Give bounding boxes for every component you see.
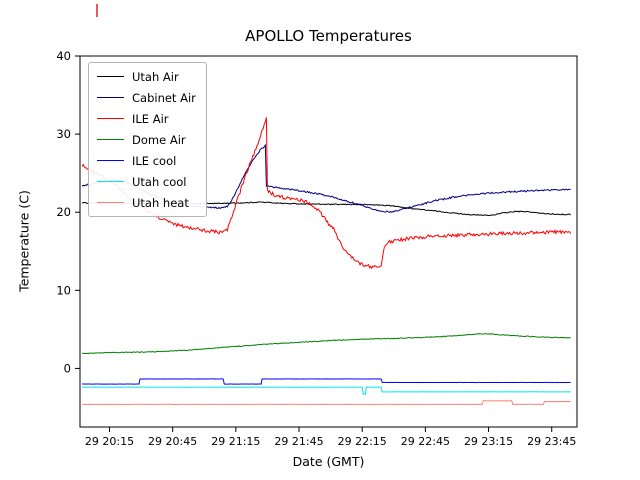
- x-tick-label: 29 21:45: [274, 435, 323, 448]
- legend-item-dome-air: Dome Air: [97, 131, 196, 148]
- x-tick-label: 29 23:15: [464, 435, 513, 448]
- legend-line-sample: [97, 202, 124, 203]
- legend-item-ile-air: ILE Air: [97, 110, 196, 127]
- series-utah-cool-line: [82, 386, 571, 395]
- legend-line-sample: [97, 97, 124, 98]
- legend-label: Dome Air: [132, 132, 186, 147]
- x-tick-label: 29 21:15: [211, 435, 260, 448]
- y-axis-label: Temperature (C): [16, 190, 32, 292]
- legend-label: Utah Air: [132, 69, 179, 84]
- series-ile-air-line: [81, 117, 572, 270]
- x-tick-label: 29 22:15: [338, 435, 387, 448]
- legend-line-sample: [97, 181, 124, 182]
- legend-label: Utah heat: [132, 195, 189, 210]
- x-tick-label: 29 20:15: [85, 435, 134, 448]
- legend-item-utah-heat: Utah heat: [97, 194, 196, 211]
- legend-item-utah-air: Utah Air: [97, 68, 196, 85]
- y-tick-label: 10: [56, 283, 71, 297]
- legend-label: Cabinet Air: [132, 90, 196, 105]
- series-dome-air-line: [81, 332, 571, 355]
- series-ile-cool-line: [82, 378, 571, 385]
- legend-label: ILE cool: [132, 153, 177, 168]
- legend-label: Utah cool: [132, 174, 187, 189]
- legend-line-sample: [97, 76, 124, 77]
- y-tick-label: 20: [56, 205, 71, 219]
- legend-line-sample: [97, 139, 124, 140]
- legend-item-cabinet-air: Cabinet Air: [97, 89, 196, 106]
- y-tick-label: 30: [56, 127, 71, 141]
- legend-line-sample: [97, 118, 124, 119]
- legend-label: ILE Air: [132, 111, 169, 126]
- chart-title: APOLLO Temperatures: [245, 27, 412, 45]
- legend-item-ile-cool: ILE cool: [97, 152, 196, 169]
- x-tick-label: 29 20:45: [148, 435, 197, 448]
- legend-item-utah-cool: Utah cool: [97, 173, 196, 190]
- y-tick-label: 40: [56, 49, 71, 63]
- y-tick-label: 0: [64, 361, 71, 375]
- x-tick-label: 29 22:45: [401, 435, 450, 448]
- legend-line-sample: [97, 160, 124, 161]
- x-axis-label: Date (GMT): [292, 454, 365, 469]
- legend: Utah Air Cabinet Air ILE Air Dome Air ILE co…: [88, 62, 207, 217]
- series-utah-heat-line: [82, 400, 571, 405]
- x-tick-label: 29 23:45: [527, 435, 576, 448]
